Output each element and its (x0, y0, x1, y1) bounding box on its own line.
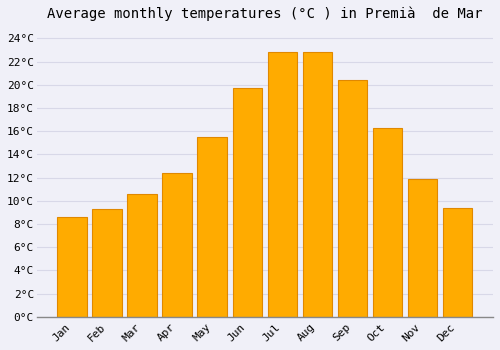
Bar (442, 208, 472, 317)
Title: Average monthly temperatures (°C ) in Premià  de Mar: Average monthly temperatures (°C ) in Pr… (47, 7, 482, 21)
Bar (58, 217, 87, 317)
Bar (92, 209, 122, 317)
Bar (198, 137, 228, 317)
Bar (302, 52, 332, 317)
Bar (162, 173, 192, 317)
Bar (128, 194, 157, 317)
Bar (232, 88, 262, 317)
Bar (268, 52, 298, 317)
Bar (338, 80, 368, 317)
Bar (408, 179, 438, 317)
Bar (372, 128, 402, 317)
